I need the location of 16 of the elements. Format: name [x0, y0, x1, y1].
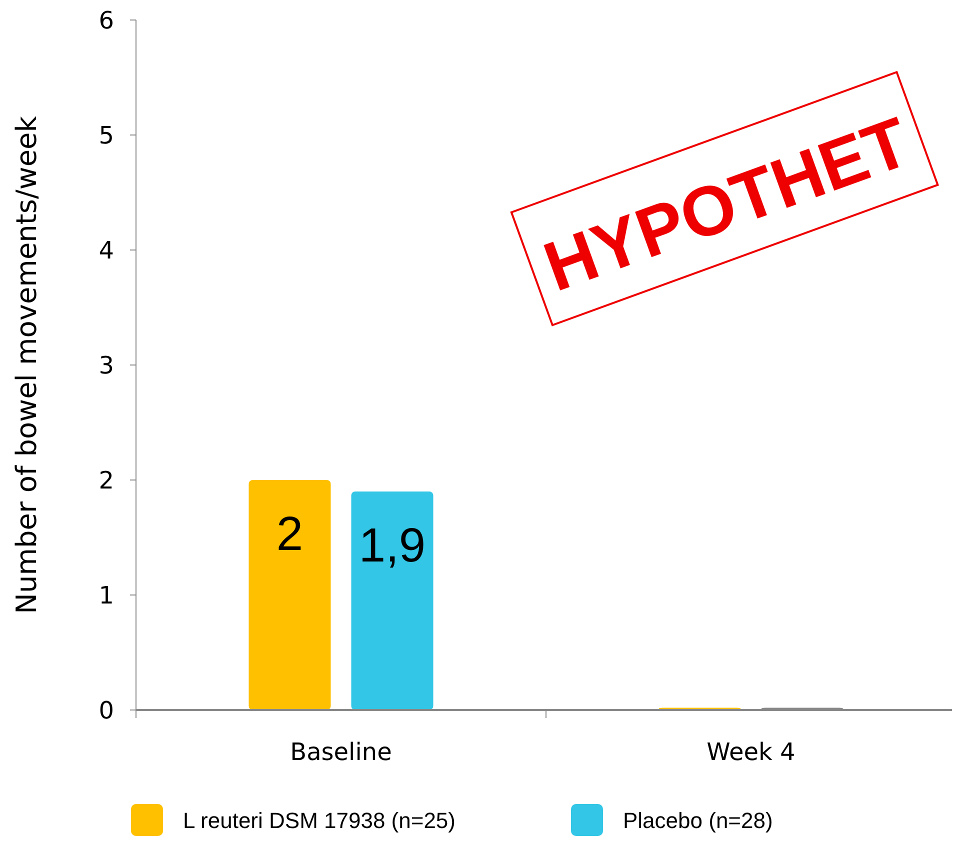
x-tick-label: Baseline	[290, 738, 392, 766]
data-label: 1,9	[358, 520, 426, 572]
x-tick-label: Week 4	[706, 738, 796, 766]
y-tick-label: 2	[98, 466, 114, 494]
y-tick-label: 1	[98, 581, 114, 610]
y-tick-label: 6	[98, 6, 114, 34]
bar	[351, 492, 434, 710]
y-tick-label: 3	[98, 351, 114, 380]
legend-label: L reuteri DSM 17938 (n=25)	[183, 808, 456, 833]
y-tick-label: 4	[98, 236, 114, 264]
data-label: 2	[276, 508, 304, 561]
y-tick-label: 5	[98, 121, 114, 150]
y-axis-title: Number of bowel movements/week	[10, 115, 43, 614]
bar	[248, 480, 331, 710]
legend-label: Placebo (n=28)	[623, 808, 773, 833]
y-tick-label: 0	[98, 696, 114, 724]
